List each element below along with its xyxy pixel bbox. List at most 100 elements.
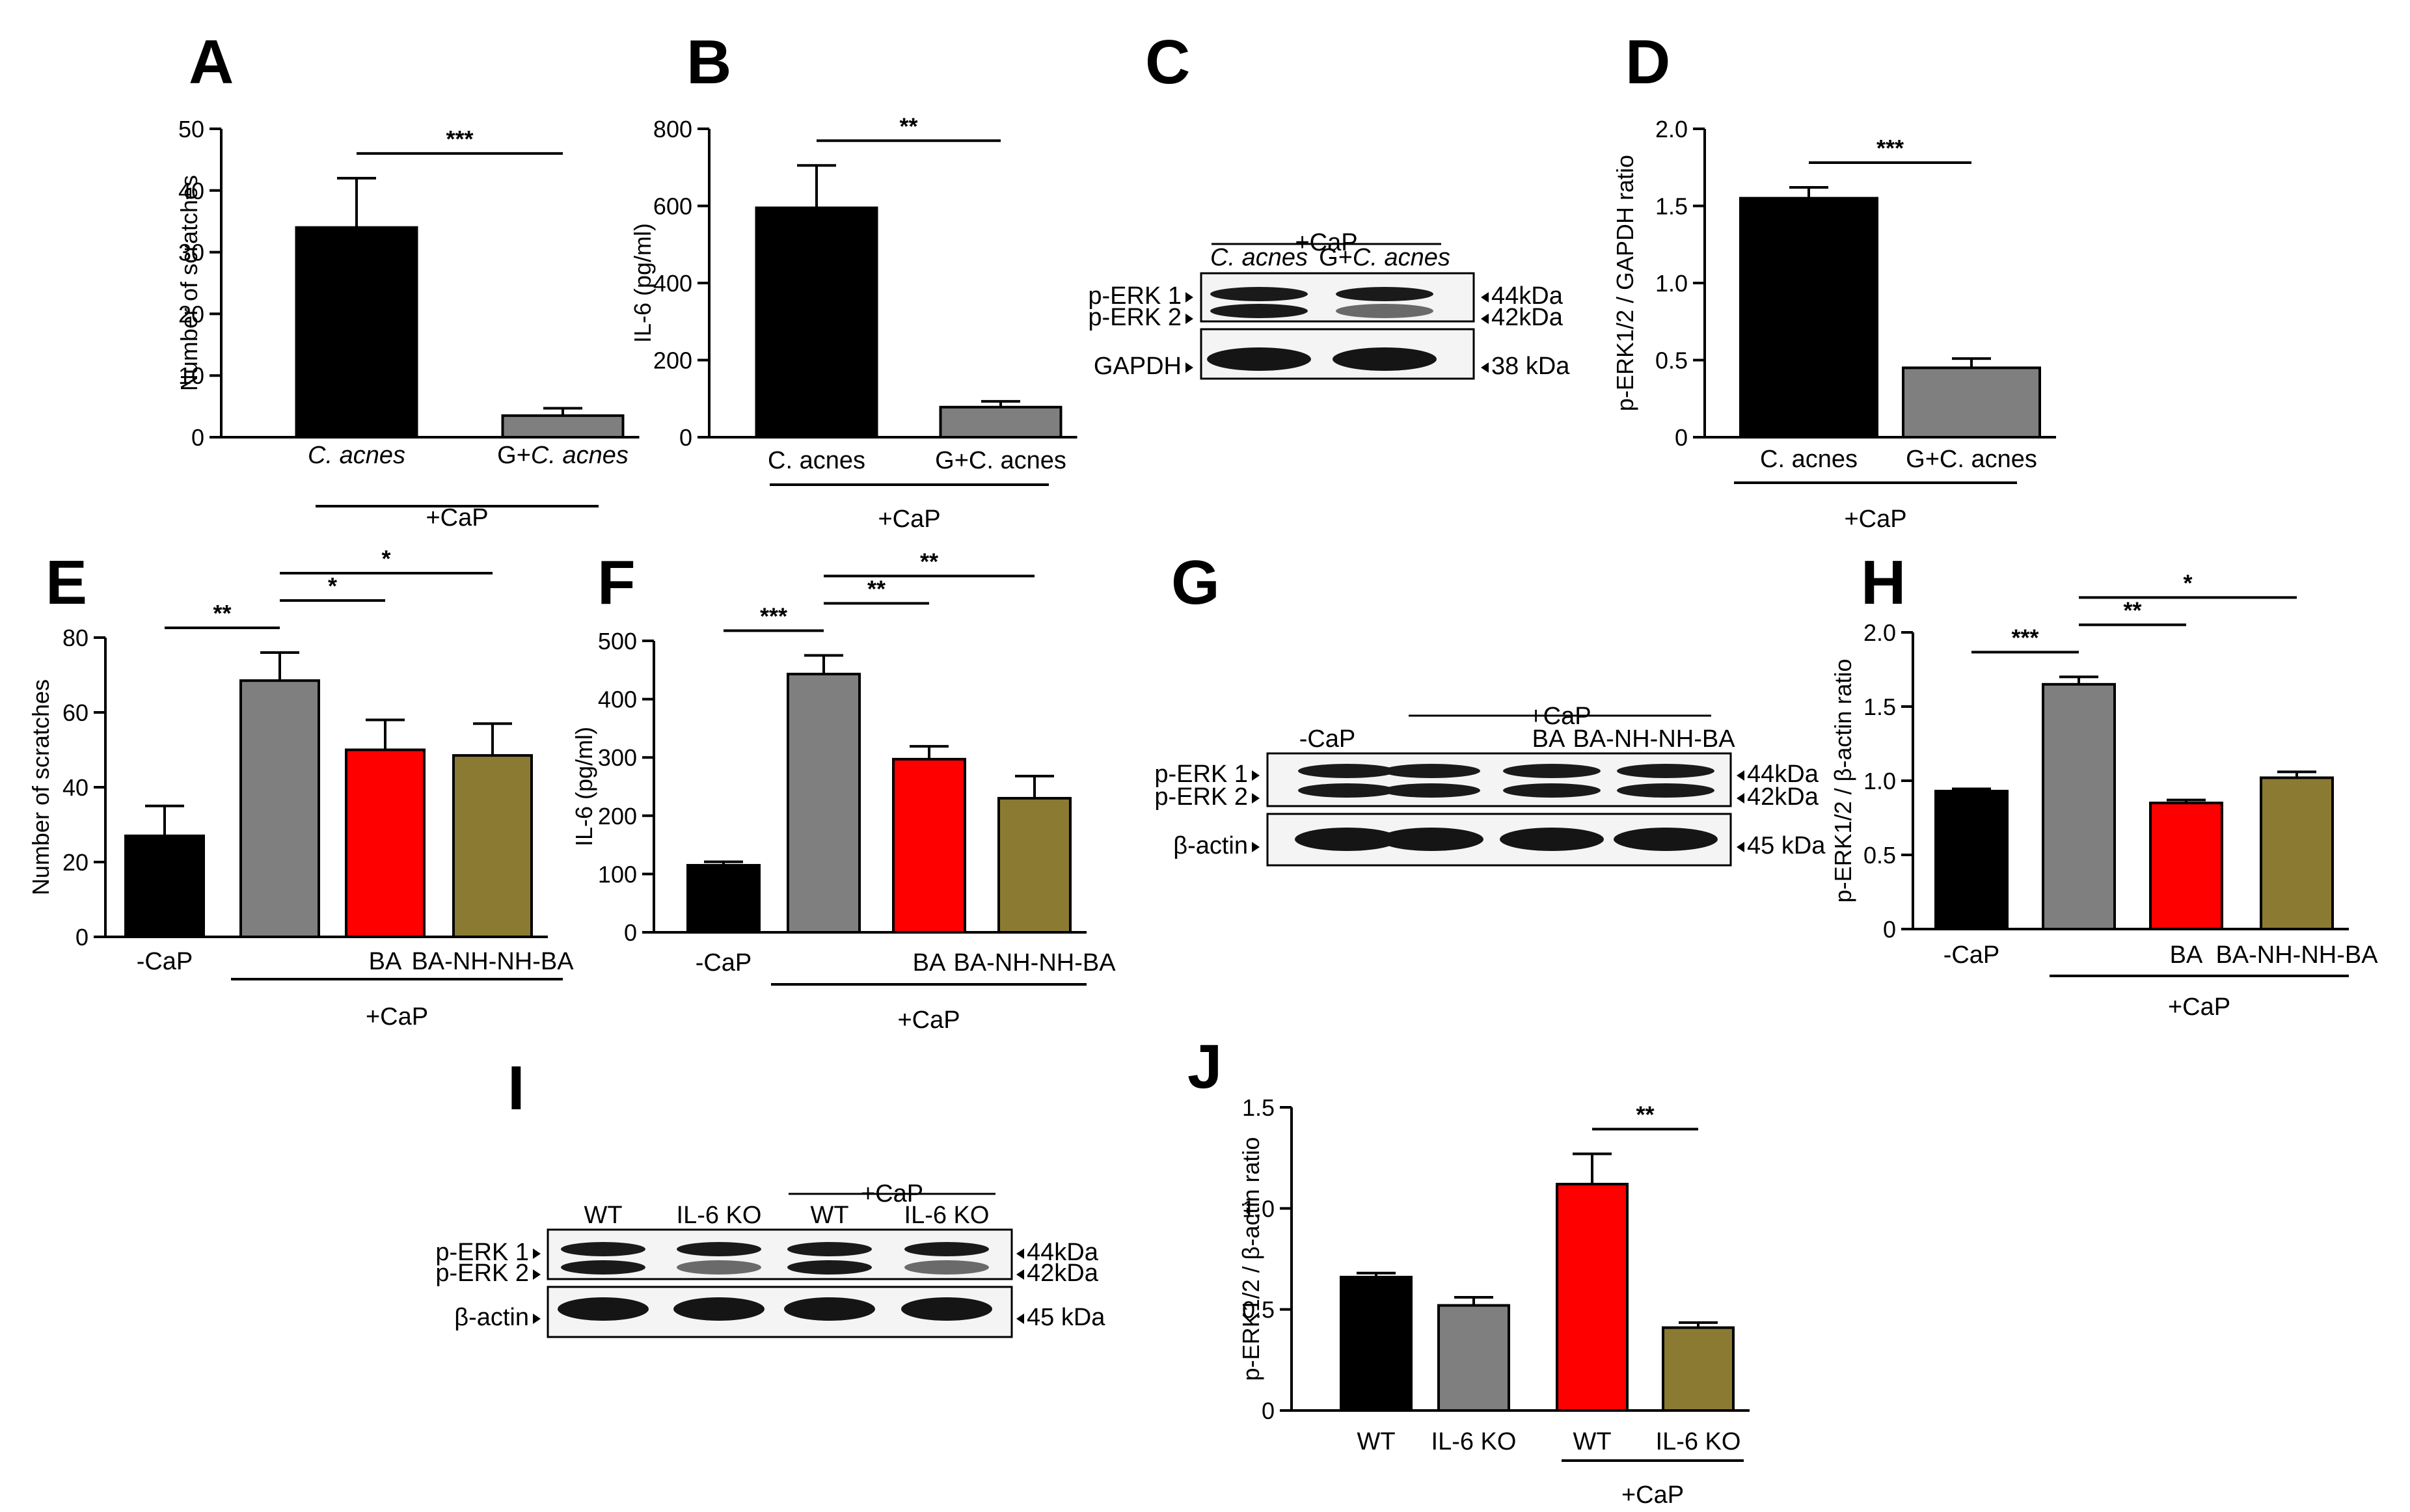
y-tick-label: 1.5 xyxy=(1863,694,1896,720)
blot-size-label: 42kDa xyxy=(1491,304,1564,331)
y-tick-label: 300 xyxy=(598,744,637,771)
panel-letter: F xyxy=(597,548,636,617)
lane-label: G+C. acnes xyxy=(1319,244,1450,271)
band-perk xyxy=(787,1242,872,1256)
y-tick-label: 200 xyxy=(653,347,692,374)
y-tick-label: 40 xyxy=(62,774,88,801)
category-label: BA-NH-NH-BA xyxy=(2215,941,2378,969)
arrowhead-left-icon xyxy=(1481,314,1489,324)
y-tick-label: 0 xyxy=(75,924,88,951)
panel-a: A 0 10 20 30 40 50 Number of scratches C. acnes G… xyxy=(176,27,640,532)
y-tick-label: 0 xyxy=(1262,1397,1275,1424)
category-label: IL-6 KO xyxy=(1656,1428,1741,1455)
category-label: BA-NH-NH-BA xyxy=(953,949,1116,977)
group-label: +CaP xyxy=(426,504,488,532)
blot-size-label: 38 kDa xyxy=(1491,353,1570,380)
arrowhead-left-icon xyxy=(1016,1269,1024,1280)
arrowhead-right-icon xyxy=(1252,842,1260,852)
lane-label: IL-6 KO xyxy=(677,1202,762,1229)
y-tick-label: 40 xyxy=(178,178,204,204)
band-loading-control xyxy=(673,1297,765,1321)
category-label: C. acnes xyxy=(1760,446,1858,473)
band-perk xyxy=(1503,764,1601,778)
panel-letter: H xyxy=(1861,548,1906,617)
band-loading-control xyxy=(1614,828,1718,851)
bar-il-6-ko xyxy=(1662,1326,1735,1412)
y-axis-title: IL-6 (pg/ml) xyxy=(571,727,597,846)
y-tick-label: 20 xyxy=(62,849,88,876)
y-tick-label: 800 xyxy=(653,116,692,142)
band-perk xyxy=(1383,764,1480,778)
significance-stars: ** xyxy=(213,600,231,627)
arrowhead-right-icon xyxy=(1185,362,1193,373)
blot-row-label: p-ERK 2 xyxy=(1154,783,1248,811)
y-tick-label: 0 xyxy=(1675,424,1688,451)
band-perk xyxy=(561,1260,645,1275)
bar--cap xyxy=(686,863,761,934)
significance-stars: ** xyxy=(899,113,917,139)
bar-wt xyxy=(1556,1183,1629,1412)
y-tick-label: 0 xyxy=(1883,916,1896,943)
category-label: BA-NH-NH-BA xyxy=(411,948,574,975)
blot-size-label: 45 kDa xyxy=(1027,1304,1105,1331)
y-tick-label: 1.5 xyxy=(1242,1094,1275,1121)
band-perk xyxy=(1617,783,1714,798)
y-tick-label: 0.5 xyxy=(1863,842,1896,869)
significance-stars: ** xyxy=(867,575,886,602)
panel-letter: A xyxy=(189,27,234,97)
y-axis-title: Number of scratches xyxy=(27,679,54,895)
category-label: WT xyxy=(1573,1428,1611,1455)
band-perk xyxy=(1383,783,1480,798)
panel-letter: I xyxy=(508,1053,525,1123)
blot-row-label: GAPDH xyxy=(1094,353,1182,380)
blot-row-label: p-ERK 1 xyxy=(1154,761,1248,788)
y-tick-label: 0.5 xyxy=(1655,347,1688,374)
y-tick-label: 2.0 xyxy=(1655,116,1688,142)
bar-c-acnes xyxy=(755,206,878,439)
y-tick-label: 400 xyxy=(653,270,692,297)
panel-letter: D xyxy=(1625,27,1670,97)
y-axis-title: Number of scratches xyxy=(176,175,202,391)
category-label: BA xyxy=(913,949,946,977)
panel-letter: C xyxy=(1145,27,1190,97)
band-loading-control xyxy=(1500,828,1604,851)
category-label: BA xyxy=(2170,941,2203,969)
band-perk xyxy=(561,1242,645,1256)
band-loading-control xyxy=(784,1297,875,1321)
y-tick-label: 1.0 xyxy=(1655,270,1688,297)
bar-il-6-ko xyxy=(1437,1304,1510,1412)
category-label: C. acnes xyxy=(768,447,865,474)
panel-e: E 0 20 40 60 80 Number of scratches -CaP BA BA-NH… xyxy=(27,545,574,1031)
lane-label: -CaP xyxy=(1299,725,1356,753)
y-tick-label: 0 xyxy=(191,424,204,451)
significance-stars: ** xyxy=(1636,1101,1654,1127)
bar-ba xyxy=(892,757,966,934)
arrowhead-left-icon xyxy=(1016,1249,1024,1259)
band-loading-control xyxy=(558,1297,649,1321)
panel-letter: B xyxy=(686,27,731,97)
group-label: +CaP xyxy=(2168,993,2230,1021)
y-tick-label: 200 xyxy=(598,803,637,830)
blot-size-label: 44kDa xyxy=(1027,1239,1099,1266)
arrowhead-left-icon xyxy=(1016,1314,1024,1324)
band-loading-control xyxy=(1379,828,1483,851)
blot-row-label: p-ERK 1 xyxy=(435,1239,529,1266)
bar-g-c-acnes xyxy=(1902,366,2041,439)
category-label: -CaP xyxy=(137,948,193,975)
group-label: +CaP xyxy=(366,1003,428,1031)
y-axis-title: p-ERK1/2 / GAPDH ratio xyxy=(1612,155,1638,411)
group-label: +CaP xyxy=(1295,229,1357,256)
arrowhead-right-icon xyxy=(533,1249,541,1259)
category-label: G+C. acnes xyxy=(497,442,629,469)
significance-stars: *** xyxy=(1876,135,1904,161)
blot-size-label: 42kDa xyxy=(1747,783,1819,811)
panel-b: B 0 200 400 600 800 IL-6 (pg/ml) C. acnes G+C. a… xyxy=(629,27,1077,533)
panel-f: F 0 100 200 300 400 500 IL-6 (pg/ml) -CaP BA BA-NH… xyxy=(571,548,1116,1034)
arrowhead-right-icon xyxy=(533,1269,541,1280)
lane-label: C. acnes xyxy=(1210,244,1308,271)
band-perk xyxy=(1298,783,1396,798)
y-tick-label: 10 xyxy=(178,362,204,389)
band-perk xyxy=(1210,304,1308,318)
